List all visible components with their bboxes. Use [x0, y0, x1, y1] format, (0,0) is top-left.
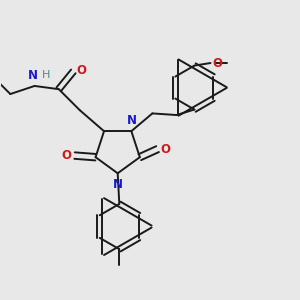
Text: N: N — [28, 69, 38, 82]
Text: N: N — [113, 178, 123, 191]
Text: O: O — [76, 64, 86, 77]
Text: O: O — [212, 56, 222, 70]
Text: H: H — [42, 70, 50, 80]
Text: N: N — [127, 114, 137, 127]
Text: O: O — [161, 142, 171, 156]
Text: O: O — [61, 149, 71, 162]
